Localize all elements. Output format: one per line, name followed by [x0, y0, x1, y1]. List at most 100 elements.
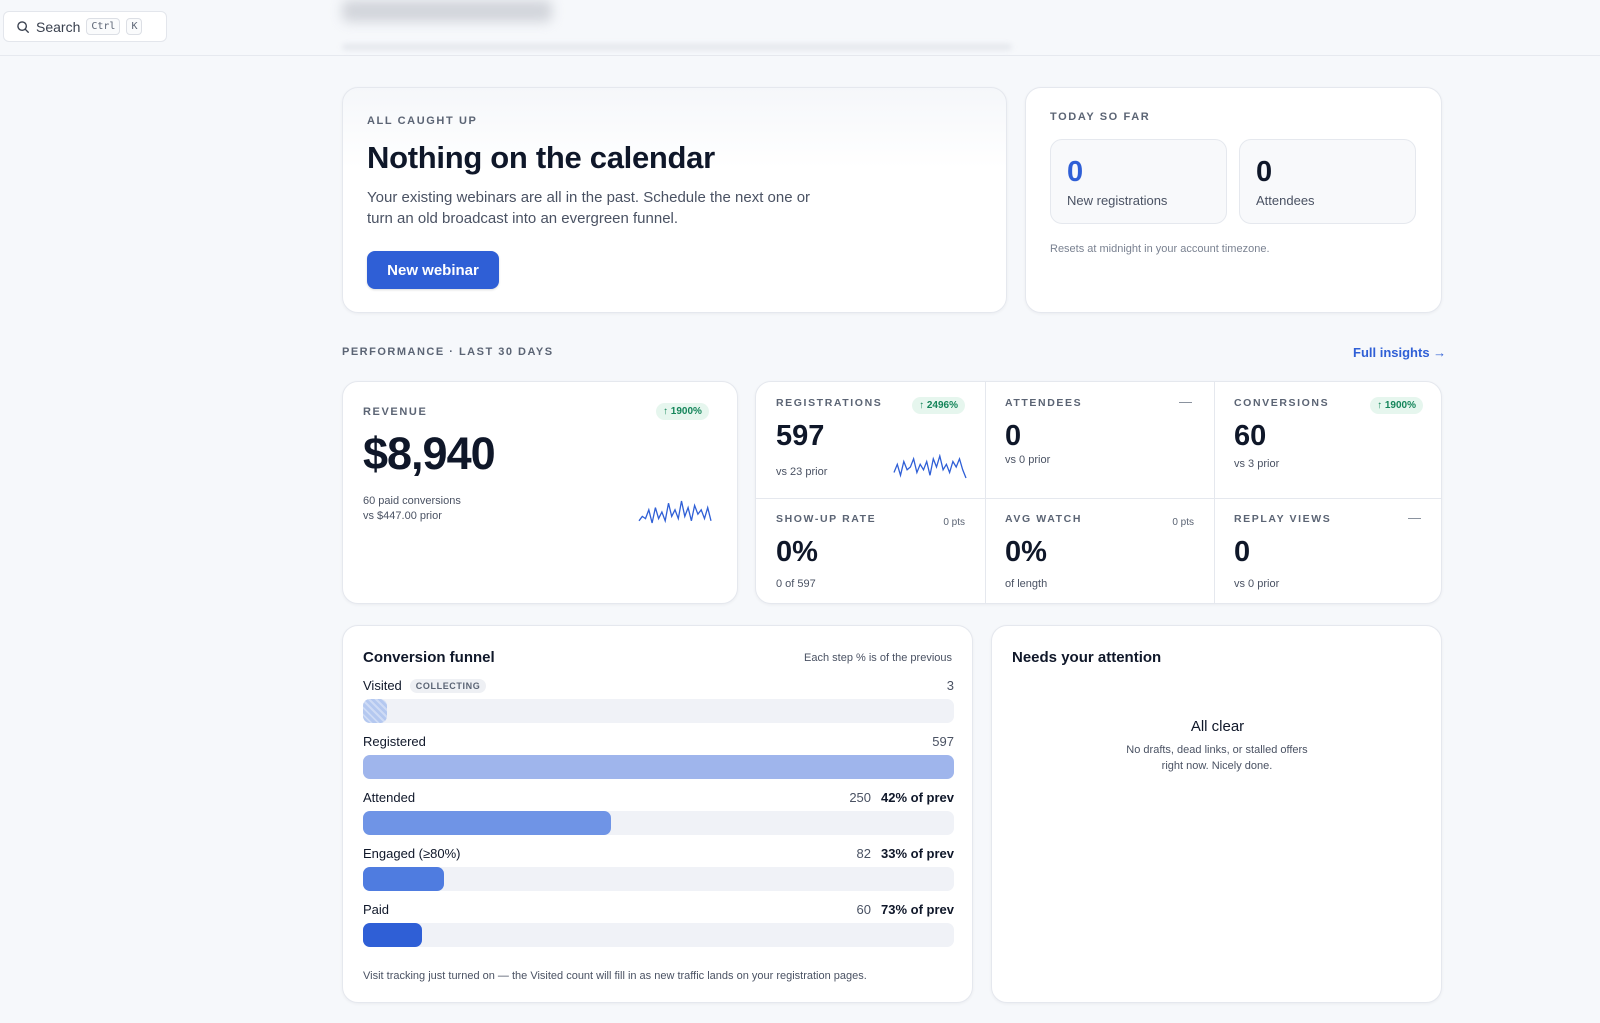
funnel-step-engaged: Engaged (≥80%) 82 33% of prev [363, 846, 954, 896]
funnel-title: Conversion funnel [363, 649, 495, 666]
replay-views-caption: vs 0 prior [1234, 578, 1280, 590]
search-icon [17, 20, 29, 33]
conversions-metric[interactable]: CONVERSIONS ↑ 1900% 60 vs 3 prior [1214, 382, 1441, 493]
funnel-step-label: Registered [363, 734, 426, 749]
funnel-step-pct: 42% of prev [881, 790, 954, 805]
hero-eyebrow: ALL CAUGHT UP [367, 115, 478, 127]
registrations-metric[interactable]: REGISTRATIONS ↑ 2496% 597 vs 23 prior [756, 382, 985, 493]
funnel-footnote: Visit tracking just turned on — the Visi… [363, 970, 867, 982]
registrations-change-badge: ↑ 2496% [912, 397, 965, 414]
registrations-value: 597 [776, 420, 825, 452]
funnel-bar-track [363, 867, 954, 891]
replay-views-label: REPLAY VIEWS [1234, 513, 1332, 525]
hero-description: Your existing webinars are all in the pa… [367, 189, 811, 227]
blurred-page-subtitle [342, 44, 1012, 50]
show-up-rate-value: 0% [776, 536, 818, 568]
funnel-hint: Each step % is of the previous [804, 652, 952, 664]
show-up-rate-delta: 0 pts [943, 517, 965, 528]
avg-watch-value: 0% [1005, 536, 1047, 568]
conversions-label: CONVERSIONS [1234, 397, 1330, 409]
revenue-prior: vs $447.00 prior [363, 510, 442, 522]
avg-watch-delta: 0 pts [1172, 517, 1194, 528]
revenue-value: $8,940 [363, 428, 496, 479]
attendees-metric[interactable]: ATTENDEES — 0 vs 0 prior [985, 382, 1214, 493]
attendees-today-tile: 0 Attendees [1239, 139, 1416, 224]
funnel-bar-track [363, 811, 954, 835]
revenue-paid-conversions: 60 paid conversions [363, 495, 461, 507]
shortcut-ctrl: Ctrl [86, 18, 121, 35]
today-reset-note: Resets at midnight in your account timez… [1050, 243, 1270, 255]
shortcut-k: K [126, 18, 143, 35]
conversions-change-badge: ↑ 1900% [1370, 397, 1423, 414]
revenue-label: REVENUE [363, 406, 428, 418]
funnel-step-label: Engaged (≥80%) [363, 846, 461, 861]
funnel-step-paid: Paid 60 73% of prev [363, 902, 954, 952]
performance-section-title: PERFORMANCE · LAST 30 DAYS [342, 346, 554, 358]
collecting-tag: COLLECTING [409, 678, 487, 693]
hero-card: ALL CAUGHT UP Nothing on the calendar Yo… [342, 87, 1007, 313]
attendees-today-value: 0 [1256, 156, 1273, 188]
revenue-card: REVENUE ↑ 1900% $8,940 60 paid conversio… [342, 381, 738, 604]
registrations-label: REGISTRATIONS [776, 397, 883, 409]
conversion-funnel-card: Conversion funnel Each step % is of the … [342, 625, 973, 1003]
funnel-bar-fill [363, 923, 423, 947]
funnel-bar-track [363, 699, 954, 723]
new-webinar-button[interactable]: New webinar [367, 251, 499, 289]
grid-divider [756, 498, 1441, 499]
revenue-sparkline [638, 500, 712, 524]
conversions-value: 60 [1234, 420, 1267, 452]
avg-watch-label: AVG WATCH [1005, 513, 1083, 525]
attendees-caption: vs 0 prior [1005, 454, 1051, 466]
attendees-value: 0 [1005, 420, 1022, 452]
blurred-page-title [342, 0, 552, 22]
avg-watch-metric[interactable]: AVG WATCH 0 pts 0% of length [985, 498, 1214, 603]
attendees-trend: — [1179, 394, 1192, 409]
show-up-rate-caption: 0 of 597 [776, 578, 816, 590]
funnel-bar-fill [363, 699, 387, 723]
funnel-step-count: 3 [946, 678, 954, 693]
avg-watch-caption: of length [1005, 578, 1048, 590]
today-card: TODAY SO FAR 0 New registrations 0 Atten… [1025, 87, 1442, 313]
funnel-bar-track [363, 755, 954, 779]
show-up-rate-metric[interactable]: SHOW-UP RATE 0 pts 0% 0 of 597 [756, 498, 985, 603]
attendees-today-label: Attendees [1256, 193, 1315, 208]
registrations-sparkline [893, 454, 967, 479]
grid-divider [1214, 382, 1215, 603]
funnel-bar-fill [363, 867, 444, 891]
replay-views-metric[interactable]: REPLAY VIEWS — 0 vs 0 prior [1214, 498, 1441, 603]
funnel-step-pct: 73% of prev [881, 902, 954, 917]
top-bar: Search Ctrl K [0, 0, 1600, 56]
all-clear-title: All clear [1190, 718, 1245, 735]
conversions-caption: vs 3 prior [1234, 458, 1280, 470]
funnel-bar-track [363, 923, 954, 947]
replay-views-value: 0 [1234, 536, 1251, 568]
funnel-step-label: Attended [363, 790, 416, 805]
funnel-bar-fill [363, 755, 954, 779]
funnel-step-label: Visited [363, 678, 402, 693]
attention-title: Needs your attention [1012, 649, 1162, 666]
full-insights-link[interactable]: Full insights → [1353, 345, 1447, 360]
new-registrations-value: 0 [1067, 156, 1084, 188]
funnel-step-visited: Visited COLLECTING 3 [363, 678, 954, 728]
funnel-step-registered: Registered 597 [363, 734, 954, 784]
all-clear-description: No drafts, dead links, or stalled offers… [1126, 744, 1308, 772]
funnel-step-count: 597 [932, 734, 954, 749]
registrations-caption: vs 23 prior [776, 466, 828, 478]
replay-views-trend: — [1408, 510, 1421, 525]
new-registrations-tile: 0 New registrations [1050, 139, 1227, 224]
new-registrations-label: New registrations [1067, 193, 1168, 208]
funnel-step-pct: 33% of prev [881, 846, 954, 861]
funnel-step-count: 250 [849, 790, 872, 805]
revenue-change-badge: ↑ 1900% [656, 403, 709, 420]
search-button[interactable]: Search Ctrl K [3, 11, 167, 42]
funnel-step-count: 60 [856, 902, 872, 917]
funnel-step-attended: Attended 250 42% of prev [363, 790, 954, 840]
funnel-step-label: Paid [363, 902, 390, 917]
hero-title: Nothing on the calendar [367, 140, 715, 175]
attendees-label: ATTENDEES [1005, 397, 1083, 409]
search-label: Search [36, 18, 81, 35]
funnel-bar-fill [363, 811, 612, 835]
metrics-grid: REGISTRATIONS ↑ 2496% 597 vs 23 prior AT… [755, 381, 1442, 604]
grid-divider [985, 382, 986, 603]
show-up-rate-label: SHOW-UP RATE [776, 513, 877, 525]
